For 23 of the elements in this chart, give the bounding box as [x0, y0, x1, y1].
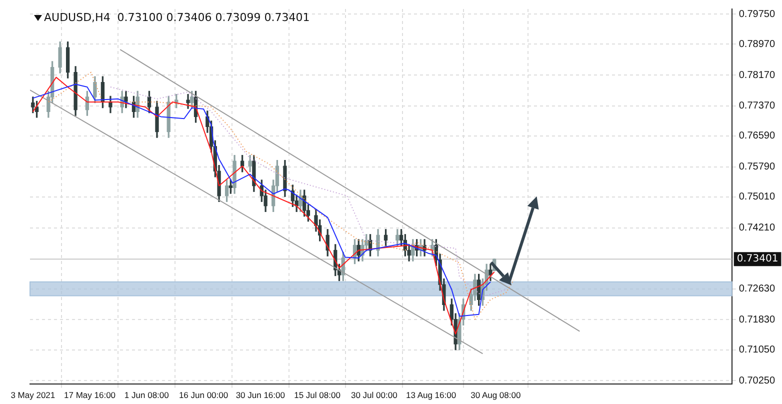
y-tick-label: 0.75790 [738, 162, 776, 173]
y-tick-label: 0.71050 [738, 344, 776, 356]
x-tick-label: 17 May 16:00 [64, 390, 116, 400]
y-tick-label: 0.77370 [738, 100, 776, 112]
y-tick-label: 0.79750 [738, 8, 776, 20]
x-tick-label: 3 May 2021 [10, 390, 56, 400]
x-tick-label: 30 Aug 08:00 [470, 390, 521, 400]
x-tick-label: 13 Aug 16:00 [406, 390, 456, 400]
ref-line-label: 0.73401 [736, 254, 778, 265]
y-tick-label: 0.72630 [738, 284, 776, 295]
y-tick-label: 0.78170 [738, 70, 776, 81]
x-tick-label: 15 Jul 08:00 [294, 390, 341, 400]
y-tick-label: 0.75010 [738, 192, 776, 203]
chart-title: AUDUSD,H4 0.73100 0.73406 0.73099 0.73401 [44, 10, 310, 24]
x-tick-label: 1 Jun 08:00 [124, 390, 170, 400]
y-tick-label: 0.71830 [738, 314, 776, 326]
y-tick-label: 0.70250 [738, 375, 776, 386]
y-tick-label: 0.76590 [738, 130, 776, 142]
x-tick-label: 30 Jul 00:00 [350, 390, 398, 400]
x-tick-label: 30 Jun 16:00 [236, 390, 286, 400]
y-tick-label: 0.74210 [738, 222, 776, 234]
x-tick-label: 16 Jun 00:00 [178, 390, 228, 400]
y-tick-label: 0.78970 [738, 38, 776, 50]
